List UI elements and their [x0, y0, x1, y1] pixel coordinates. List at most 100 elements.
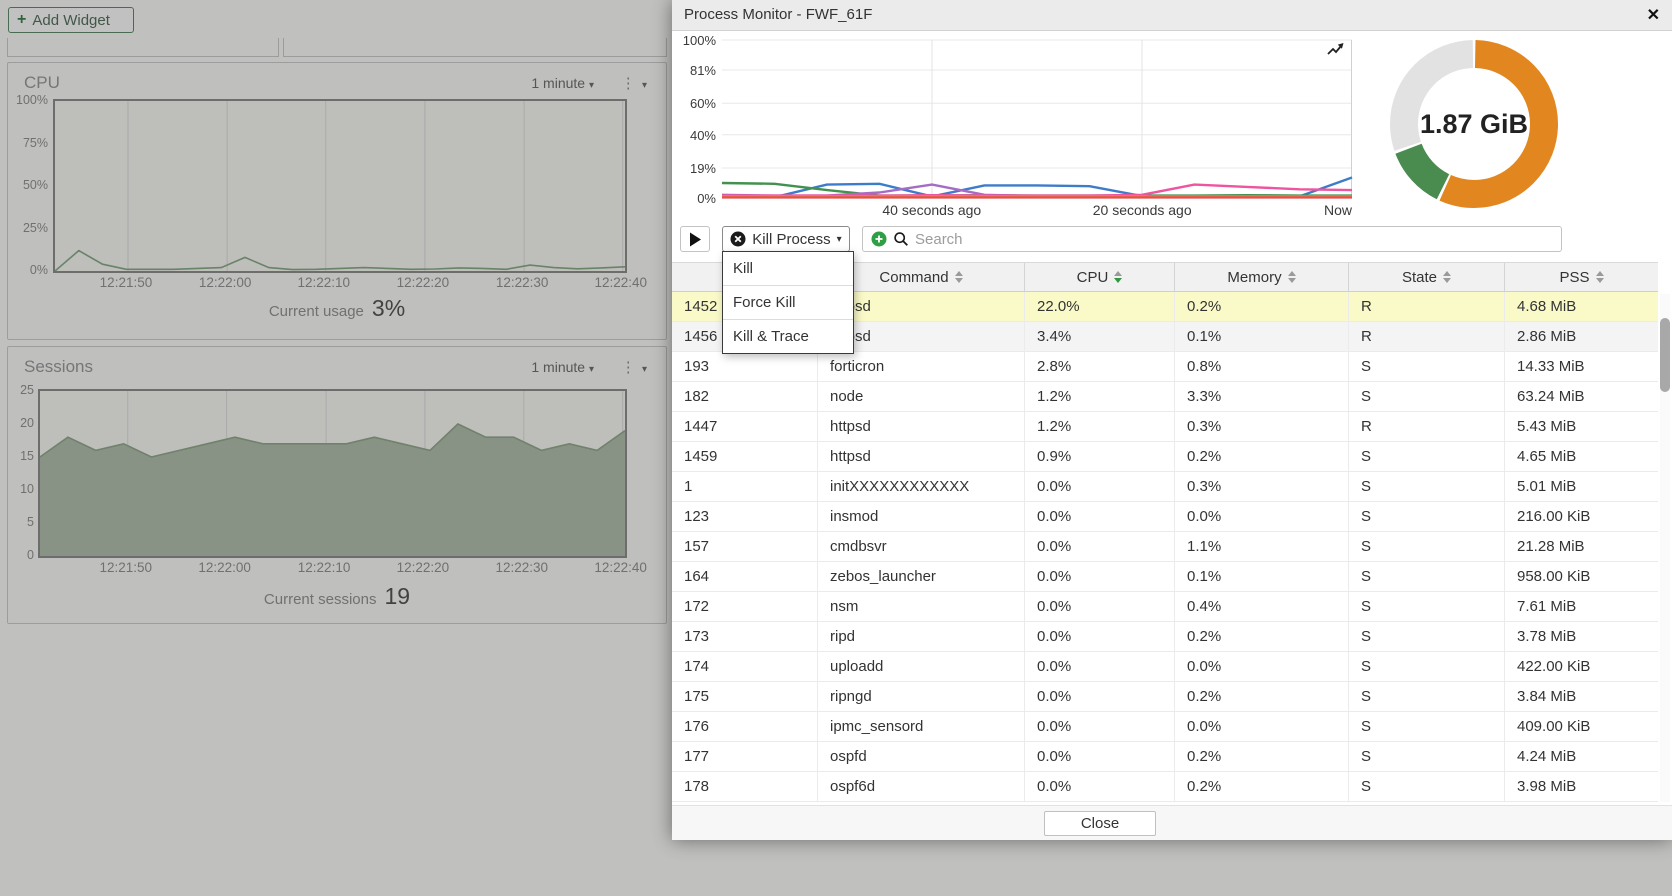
cell-command: initXXXXXXXXXXXX: [817, 472, 1024, 501]
sessions-x-axis: 12:21:50 12:22:00 12:22:10 12:22:20 12:22:30…: [99, 560, 647, 575]
cell-state: R: [1348, 412, 1504, 441]
sessions-widget: Sessions 1 minute ▾ ⋮ ▾ 25 20 15 10 5 0 12:21…: [7, 346, 667, 624]
cell-pid: 1: [684, 478, 693, 495]
chart-type-toggle-icon[interactable]: [1327, 42, 1347, 58]
cell-command: nsm: [817, 592, 1024, 621]
table-row[interactable]: 1447 httpsd 1.2% 0.3% R 5.43 MiB: [672, 412, 1658, 442]
table-row[interactable]: 182 node 1.2% 3.3% S 63.24 MiB: [672, 382, 1658, 412]
widget-stub-right: [283, 38, 667, 57]
cell-pss: 958.00 KiB: [1504, 562, 1658, 591]
cell-pid: 175: [684, 688, 710, 705]
table-row[interactable]: 177 ospfd 0.0% 0.2% S 4.24 MiB: [672, 742, 1658, 772]
table-row[interactable]: 178 ospf6d 0.0% 0.2% S 3.98 MiB: [672, 772, 1658, 802]
column-label: CPU: [1076, 268, 1109, 286]
cell-memory: 0.2%: [1174, 742, 1348, 771]
cell-memory: 0.2%: [1174, 682, 1348, 711]
cell-memory: 1.1%: [1174, 532, 1348, 561]
process-cpu-chart: [721, 39, 1353, 199]
cell-command: cmdbsvr: [817, 532, 1024, 561]
cell-pss: 4.65 MiB: [1504, 442, 1658, 471]
process-chart-x-axis: 40 seconds ago 20 seconds ago Now: [882, 202, 1352, 218]
sort-icon: [954, 271, 963, 283]
table-row[interactable]: 175 ripngd 0.0% 0.2% S 3.84 MiB: [672, 682, 1658, 712]
cell-command: ospfd: [817, 742, 1024, 771]
dialog-header: Process Monitor - FWF_61F ✕: [672, 0, 1672, 31]
table-row[interactable]: 172 nsm 0.0% 0.4% S 7.61 MiB: [672, 592, 1658, 622]
search-input[interactable]: Search: [862, 226, 1562, 252]
cell-command: node: [817, 382, 1024, 411]
table-row[interactable]: 174 uploadd 0.0% 0.0% S 422.00 KiB: [672, 652, 1658, 682]
close-icon[interactable]: ✕: [1646, 7, 1660, 24]
cell-pss: 4.24 MiB: [1504, 742, 1658, 771]
sessions-footer: Current sessions 19: [263, 583, 411, 609]
cpu-x-axis: 12:21:50 12:22:00 12:22:10 12:22:20 12:22:30…: [99, 275, 647, 290]
cell-memory: 0.2%: [1174, 772, 1348, 801]
sessions-widget-menu-icon[interactable]: ⋮ ▾: [621, 358, 648, 376]
cell-cpu: 0.0%: [1024, 622, 1174, 651]
cell-pid: 1456: [684, 328, 718, 345]
menu-item-kill[interactable]: Kill: [733, 260, 754, 277]
cell-memory: 0.2%: [1174, 622, 1348, 651]
cell-pss: 14.33 MiB: [1504, 352, 1658, 381]
cell-cpu: 0.0%: [1024, 712, 1174, 741]
cell-pid: 177: [684, 748, 710, 765]
cell-command: insmod: [817, 502, 1024, 531]
table-row[interactable]: 1 initXXXXXXXXXXXX 0.0% 0.3% S 5.01 MiB: [672, 472, 1658, 502]
cell-memory: 0.1%: [1174, 322, 1348, 351]
column-label: Memory: [1227, 268, 1282, 286]
resume-button[interactable]: [680, 226, 710, 252]
cell-memory: 0.4%: [1174, 592, 1348, 621]
menu-item-kill-trace[interactable]: Kill & Trace: [723, 319, 853, 353]
sessions-interval-dropdown[interactable]: 1 minute ▾: [531, 359, 594, 375]
cell-pid: 174: [684, 658, 710, 675]
column-header-pss[interactable]: PSS: [1504, 263, 1658, 291]
cell-pid: 1447: [684, 418, 718, 435]
table-row[interactable]: 193 forticron 2.8% 0.8% S 14.33 MiB: [672, 352, 1658, 382]
table-scrollbar[interactable]: [1660, 294, 1670, 802]
cell-cpu: 0.0%: [1024, 772, 1174, 801]
table-row[interactable]: 157 cmdbsvr 0.0% 1.1% S 21.28 MiB: [672, 532, 1658, 562]
cell-command: ripngd: [817, 682, 1024, 711]
chevron-down-icon: ▾: [641, 80, 648, 91]
menu-item-force-kill[interactable]: Force Kill: [723, 285, 853, 319]
table-row[interactable]: 1459 httpsd 0.9% 0.2% S 4.65 MiB: [672, 442, 1658, 472]
table-row[interactable]: 176 ipmc_sensord 0.0% 0.0% S 409.00 KiB: [672, 712, 1658, 742]
cell-pss: 21.28 MiB: [1504, 532, 1658, 561]
close-button[interactable]: Close: [1044, 811, 1156, 836]
cell-memory: 0.0%: [1174, 502, 1348, 531]
sessions-y-axis: 25 20 15 10 5 0: [20, 383, 34, 562]
table-row[interactable]: 173 ripd 0.0% 0.2% S 3.78 MiB: [672, 622, 1658, 652]
cell-state: S: [1348, 712, 1504, 741]
chevron-down-icon: ▾: [641, 364, 648, 375]
cell-pss: 7.61 MiB: [1504, 592, 1658, 621]
memory-donut-chart: [1390, 40, 1558, 208]
column-header-state[interactable]: State: [1348, 263, 1504, 291]
cell-cpu: 22.0%: [1024, 292, 1174, 321]
widget-stub-left: [7, 38, 279, 57]
cell-state: S: [1348, 532, 1504, 561]
cell-state: S: [1348, 382, 1504, 411]
cell-pid: 172: [684, 598, 710, 615]
cell-state: S: [1348, 562, 1504, 591]
cell-pid: 182: [684, 388, 710, 405]
dialog-title: Process Monitor - FWF_61F: [684, 6, 873, 23]
kill-process-button[interactable]: Kill Process ▾: [722, 226, 850, 252]
column-header-memory[interactable]: Memory: [1174, 263, 1348, 291]
cpu-widget-menu-icon[interactable]: ⋮ ▾: [621, 74, 648, 92]
cpu-interval-dropdown[interactable]: 1 minute ▾: [531, 75, 594, 91]
sort-icon: [1443, 271, 1452, 283]
table-row[interactable]: 123 insmod 0.0% 0.0% S 216.00 KiB: [672, 502, 1658, 532]
cpu-widget: CPU 1 minute ▾ ⋮ ▾ 100% 75% 50% 25% 0% 12:21…: [7, 62, 667, 340]
kebab-icon: ⋮: [620, 359, 637, 376]
cell-state: R: [1348, 322, 1504, 351]
scrollbar-thumb[interactable]: [1660, 318, 1670, 392]
table-row[interactable]: 164 zebos_launcher 0.0% 0.1% S 958.00 KiB: [672, 562, 1658, 592]
cell-state: S: [1348, 682, 1504, 711]
cell-cpu: 3.4%: [1024, 322, 1174, 351]
cell-state: S: [1348, 592, 1504, 621]
cell-cpu: 0.0%: [1024, 562, 1174, 591]
add-widget-button[interactable]: + Add Widget: [8, 7, 134, 33]
cell-command: zebos_launcher: [817, 562, 1024, 591]
cell-pid: 178: [684, 778, 710, 795]
column-header-cpu[interactable]: CPU: [1024, 263, 1174, 291]
